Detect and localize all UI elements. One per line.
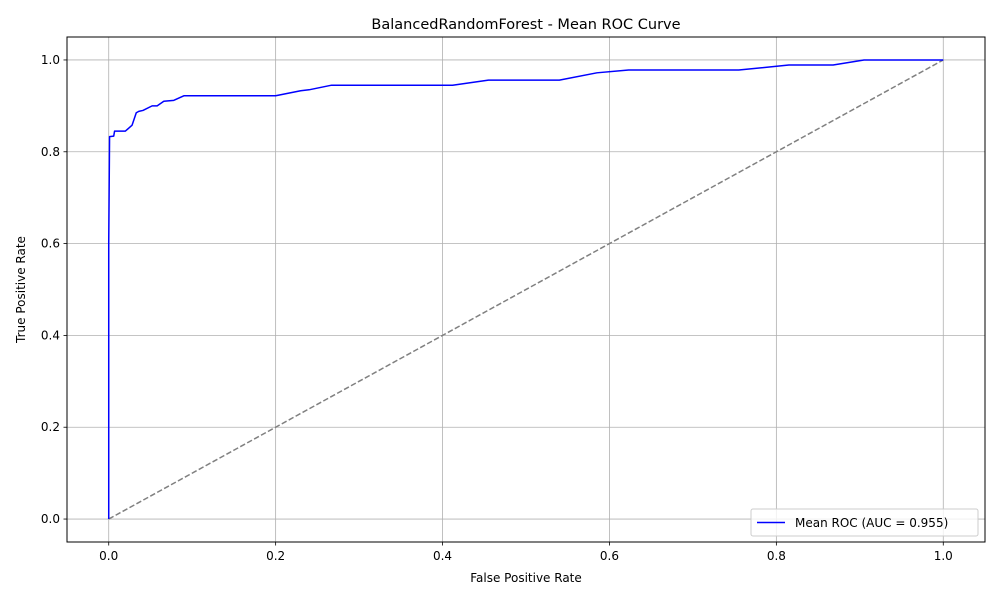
x-tick-label: 0.2	[266, 549, 285, 563]
x-tick-label: 1.0	[934, 549, 953, 563]
y-tick-label: 0.0	[41, 512, 60, 526]
y-tick-label: 0.4	[41, 328, 60, 342]
plot-area-frame	[66, 36, 986, 543]
legend-label-mean-roc: Mean ROC (AUC = 0.955)	[795, 516, 948, 530]
x-tick-label: 0.8	[767, 549, 786, 563]
mean-roc-line	[107, 59, 944, 520]
x-tick-label: 0.4	[433, 549, 452, 563]
y-tick-label: 1.0	[41, 53, 60, 67]
y-tick-label: 0.8	[41, 145, 60, 159]
chart-title: BalancedRandomForest - Mean ROC Curve	[371, 17, 680, 33]
chance-diagonal-line	[108, 59, 944, 520]
axis-ticks: 0.0 0.2 0.4 0.6 0.8 1.0 0.0 0.2 0.4 0.6 0.8 1.0	[41, 53, 953, 563]
x-tick-label: 0.6	[600, 549, 619, 563]
y-tick-label: 0.6	[41, 237, 60, 251]
grid-lines	[67, 37, 985, 542]
legend-box	[750, 508, 979, 537]
x-axis-label: False Positive Rate	[470, 571, 582, 585]
plot-series	[107, 59, 944, 520]
legend: Mean ROC (AUC = 0.955)	[750, 508, 979, 537]
x-tick-label: 0.0	[99, 549, 118, 563]
y-axis-label: True Positive Rate	[14, 236, 28, 344]
y-tick-label: 0.2	[41, 420, 60, 434]
